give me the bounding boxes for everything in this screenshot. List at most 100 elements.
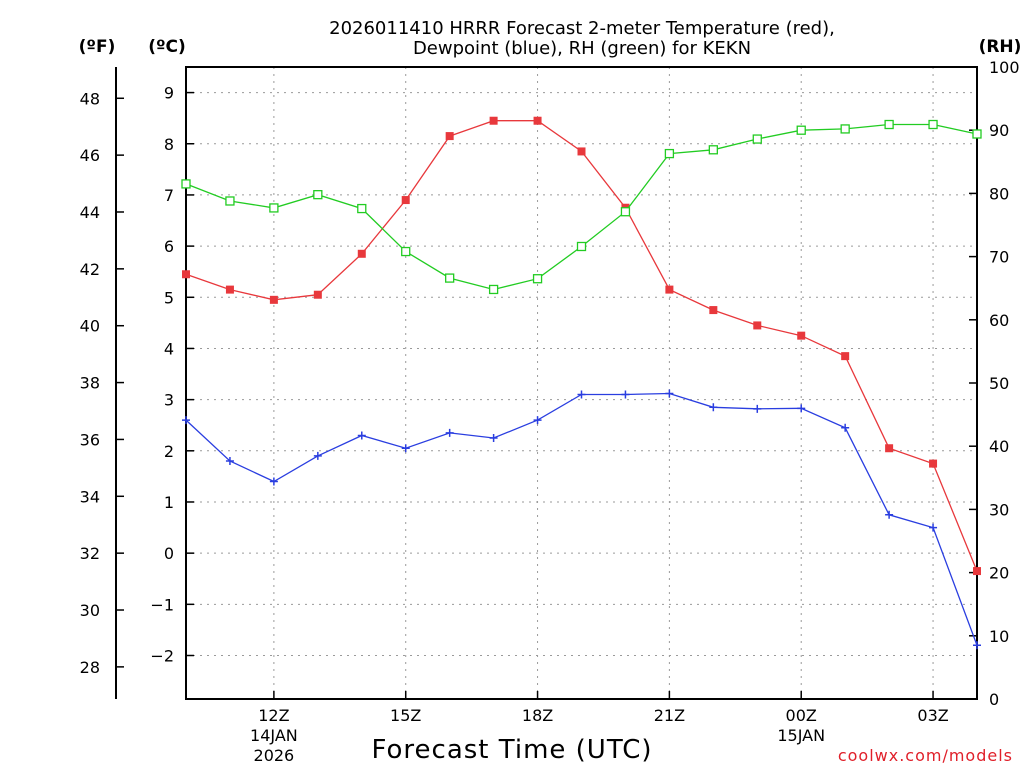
fahrenheit-tick-label: 48 <box>80 89 100 108</box>
dewpoint-point <box>357 431 366 440</box>
time-year-label: 2026 <box>254 746 295 765</box>
time-date-label: 15JAN <box>777 726 825 745</box>
dewpoint-point <box>401 444 410 453</box>
dewpoint-line <box>185 392 978 646</box>
fahrenheit-tick-label: 32 <box>80 544 100 563</box>
x-axis-label: Forecast Time (UTC) <box>371 735 652 765</box>
temperature-point <box>885 444 894 453</box>
temperature-point <box>753 321 762 330</box>
temperature-point <box>841 352 850 361</box>
series-layer <box>181 116 982 650</box>
temperature-point <box>445 132 454 141</box>
dewpoint-point <box>885 510 894 519</box>
temperature-line <box>185 120 978 572</box>
temperature-point <box>533 116 542 125</box>
dewpoint-point <box>797 404 806 413</box>
rh-point <box>752 134 762 144</box>
dewpoint-point <box>445 428 454 437</box>
temperature-point <box>313 290 322 299</box>
rh-axis: 0 10 20 30 40 50 60 70 80 90 100 <box>969 58 1020 709</box>
temperature-point <box>225 285 234 294</box>
chart-title: 2026011410 HRRR Forecast 2-meter Tempera… <box>329 18 835 39</box>
rh-tick-label: 60 <box>989 311 1009 330</box>
fahrenheit-tick-label: 34 <box>80 487 100 506</box>
rh-point <box>620 207 631 217</box>
rh-tick-label: 0 <box>989 690 999 709</box>
dewpoint-point <box>841 423 850 432</box>
time-tick-label: 21Z <box>654 706 685 725</box>
rh-point <box>357 203 367 214</box>
rh-tick-label: 80 <box>989 184 1009 203</box>
dewpoint-point <box>269 477 278 486</box>
dewpoint-point <box>225 457 234 466</box>
celsius-tick-label: 6 <box>164 237 174 256</box>
rh-point <box>928 119 938 130</box>
rh-point <box>269 203 279 213</box>
dewpoint-point <box>665 389 674 398</box>
temperature-point <box>797 331 806 340</box>
rh-point <box>576 241 587 252</box>
rh-point <box>708 145 718 155</box>
temperature-point <box>929 459 938 468</box>
dewpoint-point <box>533 416 542 425</box>
rh-point <box>401 246 411 257</box>
temperature-point <box>665 285 674 294</box>
rh-tick-label: 30 <box>989 500 1009 519</box>
celsius-tick-label: −1 <box>150 595 174 614</box>
time-tick-label: 00Z <box>786 706 817 725</box>
rh-tick-label: 70 <box>989 248 1009 267</box>
time-tick-label: 12Z <box>258 706 289 725</box>
rh-point <box>532 274 543 284</box>
rh-point <box>488 284 499 295</box>
rh-point <box>664 148 675 159</box>
dewpoint-point <box>973 641 981 650</box>
celsius-tick-label: 0 <box>164 544 174 563</box>
rh-point <box>313 190 323 200</box>
credit-text: coolwx.com/models <box>838 746 1013 765</box>
rh-unit-label: (RH) <box>979 37 1022 57</box>
time-tick-label: 15Z <box>390 706 421 725</box>
dewpoint-point <box>182 416 190 425</box>
dewpoint-point <box>709 403 718 412</box>
fahrenheit-tick-label: 28 <box>80 658 100 677</box>
temperature-point <box>357 249 366 258</box>
fahrenheit-tick-label: 44 <box>80 203 100 222</box>
temperature-point <box>973 567 981 576</box>
time-tick-label: 03Z <box>917 706 948 725</box>
rh-tick-label: 100 <box>989 58 1020 77</box>
rh-tick-label: 40 <box>989 437 1009 456</box>
fahrenheit-tick-label: 36 <box>80 430 100 449</box>
celsius-tick-label: 2 <box>164 442 174 461</box>
rh-tick-label: 90 <box>989 121 1009 140</box>
time-date-label: 14JAN <box>250 726 298 745</box>
celsius-tick-label: 8 <box>164 135 174 154</box>
rh-point <box>840 124 850 134</box>
rh-tick-label: 10 <box>989 627 1009 646</box>
rh-point <box>972 129 982 139</box>
rh-point <box>796 125 806 135</box>
celsius-tick-label: 1 <box>164 493 174 512</box>
temperature-point <box>489 116 498 125</box>
celsius-tick-label: 7 <box>164 186 174 205</box>
dewpoint-point <box>621 390 630 399</box>
rh-point <box>181 179 191 189</box>
chart-subtitle: Dewpoint (blue), RH (green) for KEKN <box>413 38 751 59</box>
celsius-tick-label: 4 <box>164 339 174 358</box>
rh-point <box>884 119 894 130</box>
dewpoint-point <box>313 451 322 460</box>
fahrenheit-tick-label: 40 <box>80 317 100 336</box>
rh-tick-label: 50 <box>989 374 1009 393</box>
time-tick-label: 18Z <box>522 706 553 725</box>
dewpoint-point <box>753 404 762 413</box>
gridlines <box>186 67 977 699</box>
temperature-point <box>709 306 718 315</box>
celsius-tick-label: −2 <box>150 647 174 666</box>
celsius-axis: −2 −1 0 1 2 3 4 5 6 7 8 9 <box>150 84 194 666</box>
celsius-tick-label: 9 <box>164 84 174 103</box>
rh-point <box>225 196 235 206</box>
fahrenheit-tick-label: 38 <box>80 374 100 393</box>
rh-tick-label: 20 <box>989 564 1009 583</box>
fahrenheit-tick-label: 42 <box>80 260 100 279</box>
